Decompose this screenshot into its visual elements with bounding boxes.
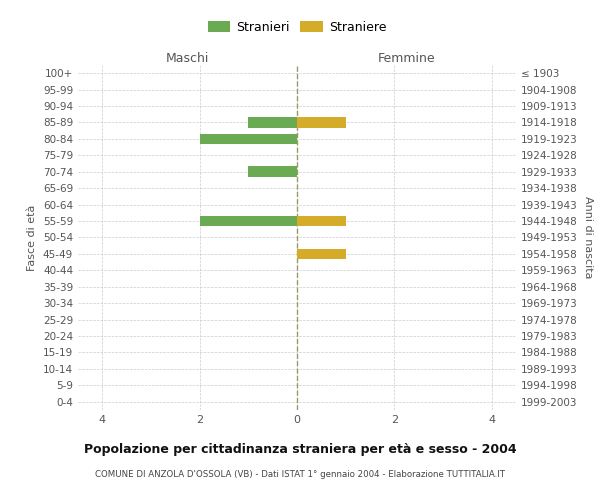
- Text: COMUNE DI ANZOLA D'OSSOLA (VB) - Dati ISTAT 1° gennaio 2004 - Elaborazione TUTTI: COMUNE DI ANZOLA D'OSSOLA (VB) - Dati IS…: [95, 470, 505, 479]
- Text: Popolazione per cittadinanza straniera per età e sesso - 2004: Popolazione per cittadinanza straniera p…: [83, 442, 517, 456]
- Y-axis label: Fasce di età: Fasce di età: [28, 204, 37, 270]
- Text: Maschi: Maschi: [166, 52, 209, 65]
- Bar: [297, 117, 346, 128]
- Bar: [297, 248, 346, 260]
- Legend: Stranieri, Straniere: Stranieri, Straniere: [203, 16, 391, 39]
- Bar: [200, 134, 297, 144]
- Text: Femmine: Femmine: [377, 52, 436, 65]
- Y-axis label: Anni di nascita: Anni di nascita: [583, 196, 593, 279]
- Bar: [248, 166, 297, 177]
- Bar: [297, 216, 346, 226]
- Bar: [200, 216, 297, 226]
- Bar: [248, 117, 297, 128]
